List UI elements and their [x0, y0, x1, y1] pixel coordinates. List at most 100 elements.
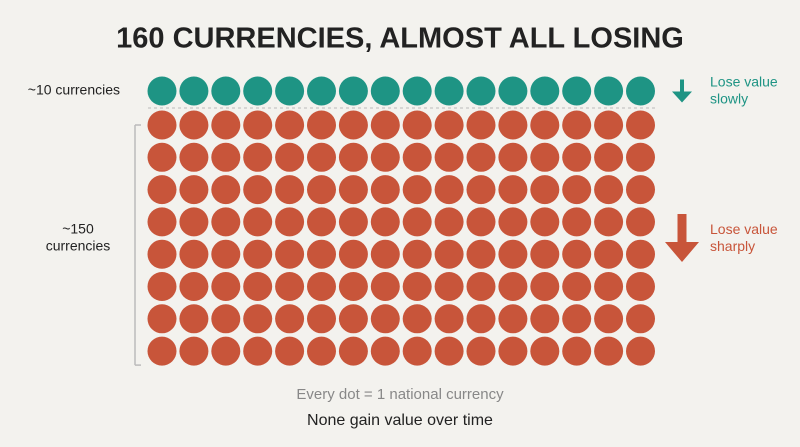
- dot: [626, 336, 655, 366]
- dot: [626, 110, 655, 140]
- dot: [370, 336, 400, 366]
- dot: [338, 336, 368, 366]
- dot: [594, 175, 624, 205]
- trend-arrow: [672, 79, 692, 103]
- dot: [434, 142, 464, 172]
- dot: [307, 175, 336, 205]
- dot: [594, 110, 624, 140]
- dot: [338, 239, 368, 269]
- dot: [147, 207, 177, 237]
- dot: [594, 76, 624, 106]
- dot: [562, 336, 592, 366]
- dot: [434, 207, 464, 237]
- dot: [243, 239, 273, 269]
- dot: [370, 175, 400, 205]
- dot: [434, 175, 464, 205]
- dot: [498, 304, 528, 334]
- dot: [594, 239, 624, 269]
- dot: [275, 336, 305, 366]
- dot: [179, 272, 209, 301]
- dot: [147, 175, 177, 205]
- dot: [275, 304, 305, 334]
- dot: [147, 304, 177, 334]
- dot: [147, 239, 177, 269]
- dot: [307, 207, 336, 237]
- dot: [402, 336, 432, 366]
- dot: [626, 175, 655, 205]
- dot: [179, 239, 209, 269]
- dot: [530, 239, 560, 269]
- dot: [594, 142, 624, 172]
- dot: [275, 272, 305, 301]
- dot: [402, 207, 432, 237]
- dot: [402, 272, 432, 301]
- dot: [498, 175, 528, 205]
- dot: [434, 304, 464, 334]
- dot: [530, 336, 560, 366]
- dot: [562, 175, 592, 205]
- dot: [434, 76, 464, 106]
- dot: [370, 76, 400, 106]
- dot: [147, 272, 177, 301]
- dot: [466, 272, 496, 301]
- dot: [498, 110, 528, 140]
- dot: [402, 110, 432, 140]
- dot: [179, 207, 209, 237]
- dot: [307, 76, 336, 106]
- legend-label: Lose value: [710, 221, 778, 237]
- group-label: ~10 currencies: [28, 82, 120, 98]
- dot: [147, 110, 177, 140]
- dot: [402, 239, 432, 269]
- dot: [466, 175, 496, 205]
- dot: [370, 304, 400, 334]
- dot: [243, 76, 273, 106]
- dot: [530, 272, 560, 301]
- dot: [370, 239, 400, 269]
- dot: [402, 76, 432, 106]
- dot: [275, 239, 305, 269]
- dot: [338, 207, 368, 237]
- dot: [338, 142, 368, 172]
- dot: [562, 272, 592, 301]
- dot: [307, 272, 336, 301]
- group-label: ~150: [62, 220, 94, 236]
- dot: [243, 207, 273, 237]
- dot: [211, 76, 241, 106]
- dot: [211, 239, 241, 269]
- dot: [626, 207, 655, 237]
- dot: [466, 336, 496, 366]
- dot: [594, 207, 624, 237]
- dot: [243, 272, 273, 301]
- dot: [434, 336, 464, 366]
- dot: [275, 142, 305, 172]
- dot: [530, 110, 560, 140]
- dot: [243, 110, 273, 140]
- dot: [562, 110, 592, 140]
- legend-label: Lose value: [710, 74, 778, 90]
- dot: [243, 142, 273, 172]
- dot: [466, 110, 496, 140]
- dot: [211, 207, 241, 237]
- dot: [466, 142, 496, 172]
- dot: [530, 304, 560, 334]
- dot: [307, 110, 336, 140]
- dot: [338, 304, 368, 334]
- dot: [147, 336, 177, 366]
- dot: [179, 304, 209, 334]
- dot: [466, 304, 496, 334]
- trend-arrow: [665, 214, 699, 263]
- dot: [338, 175, 368, 205]
- dot: [594, 336, 624, 366]
- dot: [594, 272, 624, 301]
- dot: [626, 76, 655, 106]
- dot: [179, 76, 209, 106]
- dot: [179, 110, 209, 140]
- dot: [275, 175, 305, 205]
- dot: [307, 304, 336, 334]
- dot: [275, 110, 305, 140]
- dot: [211, 336, 241, 366]
- dot: [211, 175, 241, 205]
- dot: [594, 304, 624, 334]
